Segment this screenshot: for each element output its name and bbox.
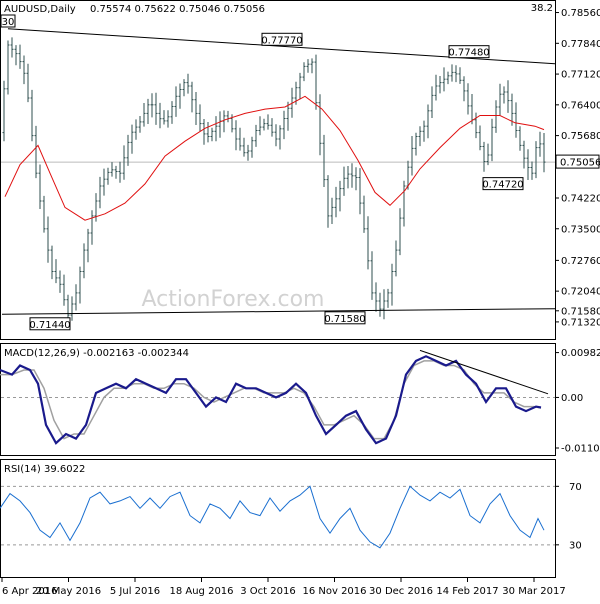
ohlc-values: 0.75574 0.75622 0.75046 0.75056 <box>90 4 265 15</box>
x-tick-label-6: 30 Dec 2016 <box>369 586 433 597</box>
price-tick-label-3: 0.76400 <box>561 100 600 111</box>
annotation-box-2 <box>482 177 524 191</box>
price-tick-label-6: 0.73500 <box>561 224 600 235</box>
price-tick-label-2: 0.77120 <box>561 70 600 81</box>
price-tick-label-7: 0.72760 <box>561 256 600 267</box>
price-moving-average <box>4 95 545 221</box>
x-tick-label-2: 5 Jul 2016 <box>110 586 160 597</box>
rsi-lines <box>0 485 545 549</box>
annotation-box-4 <box>324 311 366 325</box>
watermark: ActionForex.com <box>142 287 325 312</box>
annotation-box-3 <box>29 317 71 331</box>
price-tick-label-0: 0.78560 <box>561 8 600 19</box>
rsi-tick-label-0: 70 <box>569 482 582 493</box>
trendline-1 <box>1 308 556 315</box>
macd-tick-label-0: 0.00982 <box>561 348 600 359</box>
corner-label: 30 <box>2 17 15 28</box>
annotation-label-1: 0.77480 <box>448 48 489 59</box>
annotation-label-3: 0.71440 <box>29 320 70 331</box>
macd-signal-line <box>0 360 542 440</box>
macd-trendline <box>419 349 549 395</box>
x-tick-label-5: 16 Nov 2016 <box>302 586 366 597</box>
price-ohlc-bars <box>2 37 546 328</box>
macd-tick-label-1: 0.00 <box>561 393 583 404</box>
x-tick-label-3: 18 Aug 2016 <box>169 586 233 597</box>
price-axis: 0.78560 0.77840 0.77120 0.76400 0.75680 0.742… <box>1 8 600 328</box>
rsi-tick-label-1: 30 <box>569 540 582 551</box>
price-tick-label-5: 0.74220 <box>561 193 600 204</box>
price-tick-label-1: 0.77840 <box>561 39 600 50</box>
rsi-title: RSI(14) 39.6022 <box>4 464 85 475</box>
macd-title: MACD(12,26,9) -0.002163 -0.002344 <box>4 348 189 359</box>
x-tick-label-7: 14 Feb 2017 <box>436 586 498 597</box>
rsi-panel-frame <box>0 459 556 578</box>
last-price-box <box>555 154 600 169</box>
annotation-label-2: 0.74720 <box>482 180 523 191</box>
annotation-box-0 <box>261 32 303 46</box>
x-tick-label-1: 20 May 2016 <box>36 586 101 597</box>
x-tick-label-0: 6 Apr 2016 <box>2 586 57 597</box>
top-right-value: 38.2 <box>531 3 553 14</box>
price-tick-label-9: 0.71580 <box>561 306 600 317</box>
x-tick-label-4: 3 Oct 2016 <box>240 586 295 597</box>
annotation-label-0: 0.77770 <box>261 35 302 46</box>
annotation-box-1 <box>448 45 490 59</box>
price-tick-label-10: 0.71320 <box>561 317 600 328</box>
price-title: AUDUSD,Daily <box>4 4 76 15</box>
rsi-line <box>0 485 545 549</box>
price-tick-label-8: 0.72040 <box>561 287 600 298</box>
macd-panel-frame <box>0 343 556 456</box>
corner-label-box <box>0 14 16 28</box>
rsi-axis: 70 30 <box>1 482 582 551</box>
price-tick-label-4: 0.75680 <box>561 131 600 142</box>
annotation-label-4: 0.71580 <box>324 314 365 325</box>
sma-line <box>4 95 545 221</box>
x-tick-label-8: 30 Mar 2017 <box>502 586 565 597</box>
last-price-label: 0.75056 <box>560 158 600 169</box>
macd-lines <box>0 349 549 445</box>
price-annotations: 0.77770 0.77480 0.74720 0.71440 0.71580 <box>29 32 524 331</box>
